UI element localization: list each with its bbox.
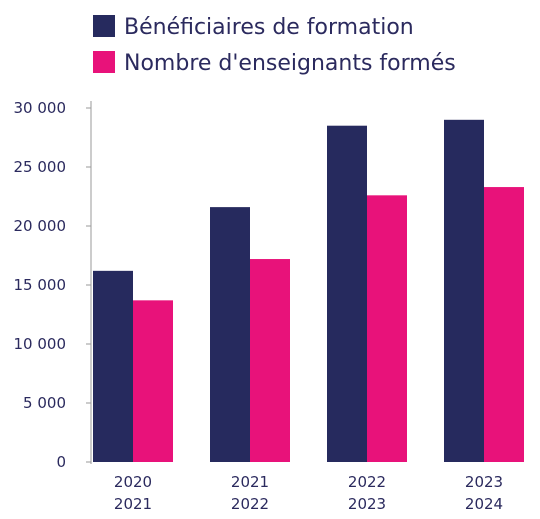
bar-enseignants xyxy=(133,300,173,462)
bar-enseignants xyxy=(250,259,290,462)
x-tick-label: 2021 xyxy=(114,495,152,513)
x-axis-labels: 2020 2021 2021 2022 2022 2023 2023 2024 xyxy=(114,473,503,513)
y-tick-label: 10 000 xyxy=(14,335,67,353)
bar-enseignants xyxy=(484,187,524,462)
bar-enseignants xyxy=(367,195,407,462)
x-tick-label: 2024 xyxy=(465,495,503,513)
bar-beneficiaires xyxy=(327,125,367,462)
y-tick-label: 0 xyxy=(56,453,66,471)
y-tick-label: 20 000 xyxy=(14,217,67,235)
bar-beneficiaires xyxy=(93,270,133,462)
legend-label-enseignants: Nombre d'enseignants formés xyxy=(124,51,456,76)
legend-swatch-enseignants xyxy=(93,51,115,73)
x-tick-label: 2022 xyxy=(231,495,269,513)
x-tick-label: 2022 xyxy=(348,473,386,491)
bar-beneficiaires xyxy=(444,119,484,463)
bars xyxy=(93,119,524,463)
y-tick-label: 5 000 xyxy=(23,394,66,412)
legend-label-beneficiaires: Bénéficiaires de formation xyxy=(124,15,414,40)
legend-swatch-beneficiaires xyxy=(93,15,115,37)
legend: Bénéficiaires de formation Nombre d'ense… xyxy=(93,15,456,76)
y-tick-label: 15 000 xyxy=(14,276,67,294)
x-tick-label: 2023 xyxy=(348,495,386,513)
x-tick-label: 2023 xyxy=(465,473,503,491)
x-tick-label: 2020 xyxy=(114,473,152,491)
x-tick-label: 2021 xyxy=(231,473,269,491)
y-axis: 0 5 000 10 000 15 000 20 000 25 000 30 000 xyxy=(14,99,92,471)
y-tick-label: 25 000 xyxy=(14,158,67,176)
bar-beneficiaires xyxy=(210,207,250,462)
y-tick-label: 30 000 xyxy=(14,99,67,117)
